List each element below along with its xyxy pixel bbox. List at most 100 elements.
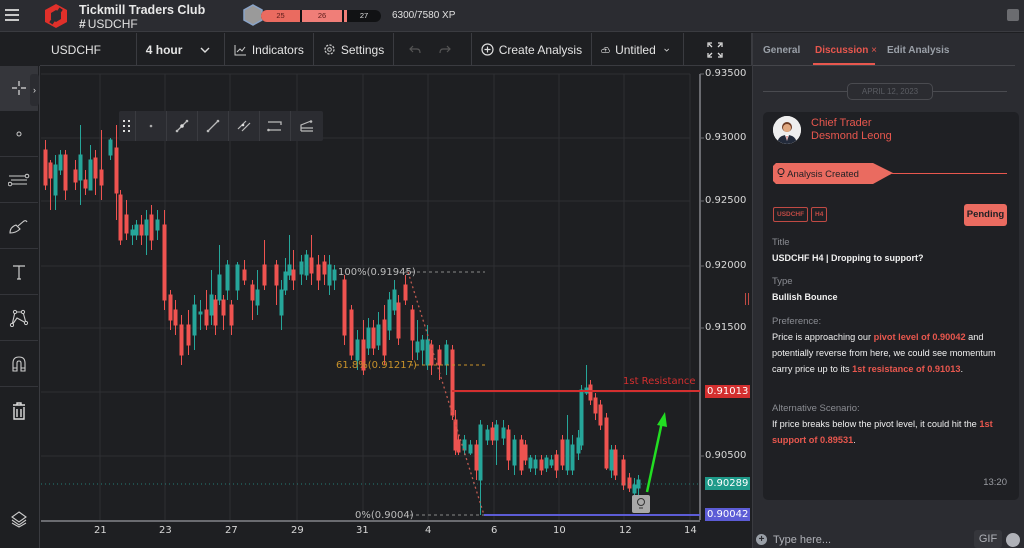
x-tick-label: 21 [94,525,107,536]
text-segment: Price is approaching our [772,332,874,342]
text-segment: . [853,435,856,445]
fib-button[interactable] [291,111,322,141]
x-tick-label: 29 [291,525,304,536]
club-title: Tickmill Traders Club [79,3,206,17]
fullscreen-icon [707,41,723,58]
ray-button[interactable] [198,111,229,141]
message-input[interactable] [773,532,953,548]
gif-button[interactable]: GIF [974,530,1002,548]
x-tick-label: 14 [684,525,697,536]
interval-label: 4 hour [145,42,183,57]
y-tick-label: 0.90500 [705,450,747,461]
channel-label: USDCHF [87,17,138,31]
message-time: 13:20 [983,477,1007,488]
channel-name[interactable]: # USDCHF [79,17,138,31]
settings-button[interactable]: Settings [314,33,395,66]
grip-handle[interactable] [119,111,136,141]
support-price-tag: 0.90042 [705,508,751,521]
alt-scenario-text: If price breaks below the pivot level, i… [772,416,1008,448]
settings-label: Settings [340,42,385,57]
tab-general[interactable]: General [763,45,801,56]
level-badge-icon [243,4,263,26]
resistance-price-tag: 0.91013 [705,385,751,398]
avatar[interactable] [773,116,801,144]
drawing-toolbar [119,111,323,141]
layout-save-dropdown[interactable]: Untitled [592,33,685,66]
symbol-search-button[interactable]: USDCHF [40,33,137,66]
brush-tool[interactable] [0,204,38,249]
x-tick-label: 31 [356,525,369,536]
preference-label: Preference: [772,316,822,327]
chevron-down-icon [200,47,210,53]
pattern-icon [9,309,29,327]
redo-icon[interactable] [438,45,451,55]
avatar-image [773,116,801,144]
create-analysis-label: Create Analysis [498,42,583,57]
panel-tabs: General Discussion × Edit Analysis [753,33,1015,66]
tab-edit-analysis[interactable]: Edit Analysis [887,45,950,56]
magnet-tool[interactable] [0,342,38,387]
left-drawing-toolbar: › [0,66,40,548]
expand-tools-chevron-icon[interactable]: › [30,74,39,106]
y-tick-label: 0.93000 [705,132,747,143]
panel-resize-handle[interactable] [745,293,749,305]
xp-text: 6300/7580 XP [392,10,456,21]
parallel-channel-button[interactable] [229,111,260,141]
author-name[interactable]: Desmond Leong [811,130,892,142]
undo-redo-group [394,33,472,66]
gear-icon [324,44,335,55]
candlestick-chart[interactable] [41,67,752,548]
crosshair-icon [12,81,26,95]
layers-icon [11,510,27,528]
tickmill-logo [45,4,67,28]
indicators-label: Indicators [251,42,304,57]
plus-circle-icon [481,43,494,56]
trash-icon [13,401,25,420]
analysis-panel: General Discussion × Edit Analysis APRIL… [752,33,1024,548]
grip-icon [123,120,130,132]
status-badge: Pending [964,204,1007,226]
hash-icon: # [79,17,86,31]
settings-toggle-icon[interactable] [1007,9,1019,21]
x-tick-label: 27 [225,525,238,536]
layout-name: Untitled [615,42,656,57]
xp-level-segment: 26 [302,10,342,22]
author-role: Chief Trader [811,117,872,129]
text-tool[interactable] [0,250,38,295]
resistance-label: 1st Resistance [623,376,696,387]
close-icon[interactable]: × [871,45,877,56]
pattern-tool[interactable] [0,296,38,341]
type-value: Bullish Bounce [772,292,838,302]
emoji-icon[interactable] [1006,533,1020,547]
chart-area[interactable]: 100%(0.91945) 61.8%(0.91217) 0%(0.9004) … [41,67,752,548]
crosshair-tool[interactable]: › [0,66,39,111]
alt-scenario-label: Alternative Scenario: [772,403,860,414]
trend-lines-tool[interactable] [0,158,38,203]
indicators-icon [234,44,246,55]
trend-line-button[interactable] [167,111,198,141]
tab-discussion[interactable]: Discussion × [815,45,877,56]
y-tick-label: 0.91500 [705,322,747,333]
dot-tool[interactable] [0,112,38,157]
create-analysis-button[interactable]: Create Analysis [472,33,593,66]
fullscreen-button[interactable] [684,33,752,66]
info-line-button[interactable] [260,111,291,141]
x-tick-label: 23 [159,525,172,536]
undo-icon[interactable] [409,45,421,55]
dot-tool-button[interactable] [136,111,167,141]
type-label: Type [772,276,793,287]
x-tick-label: 4 [425,525,432,536]
menu-icon[interactable] [5,9,19,21]
delete-tool[interactable] [0,388,38,433]
xp-level-segment: 25 [261,10,300,22]
indicators-button[interactable]: Indicators [225,33,314,66]
add-attachment-icon[interactable]: + [756,534,767,545]
interval-dropdown[interactable]: 4 hour [137,33,225,66]
x-tick-label: 6 [491,525,498,536]
xp-level-segment: 27 [359,11,369,20]
lightbulb-icon [777,168,785,177]
pivot-highlight: pivot level of 0.90042 [873,332,966,342]
fib-618-label: 61.8%(0.91217) [336,360,417,371]
layers-tool[interactable] [0,496,38,541]
brush-icon [9,220,28,234]
